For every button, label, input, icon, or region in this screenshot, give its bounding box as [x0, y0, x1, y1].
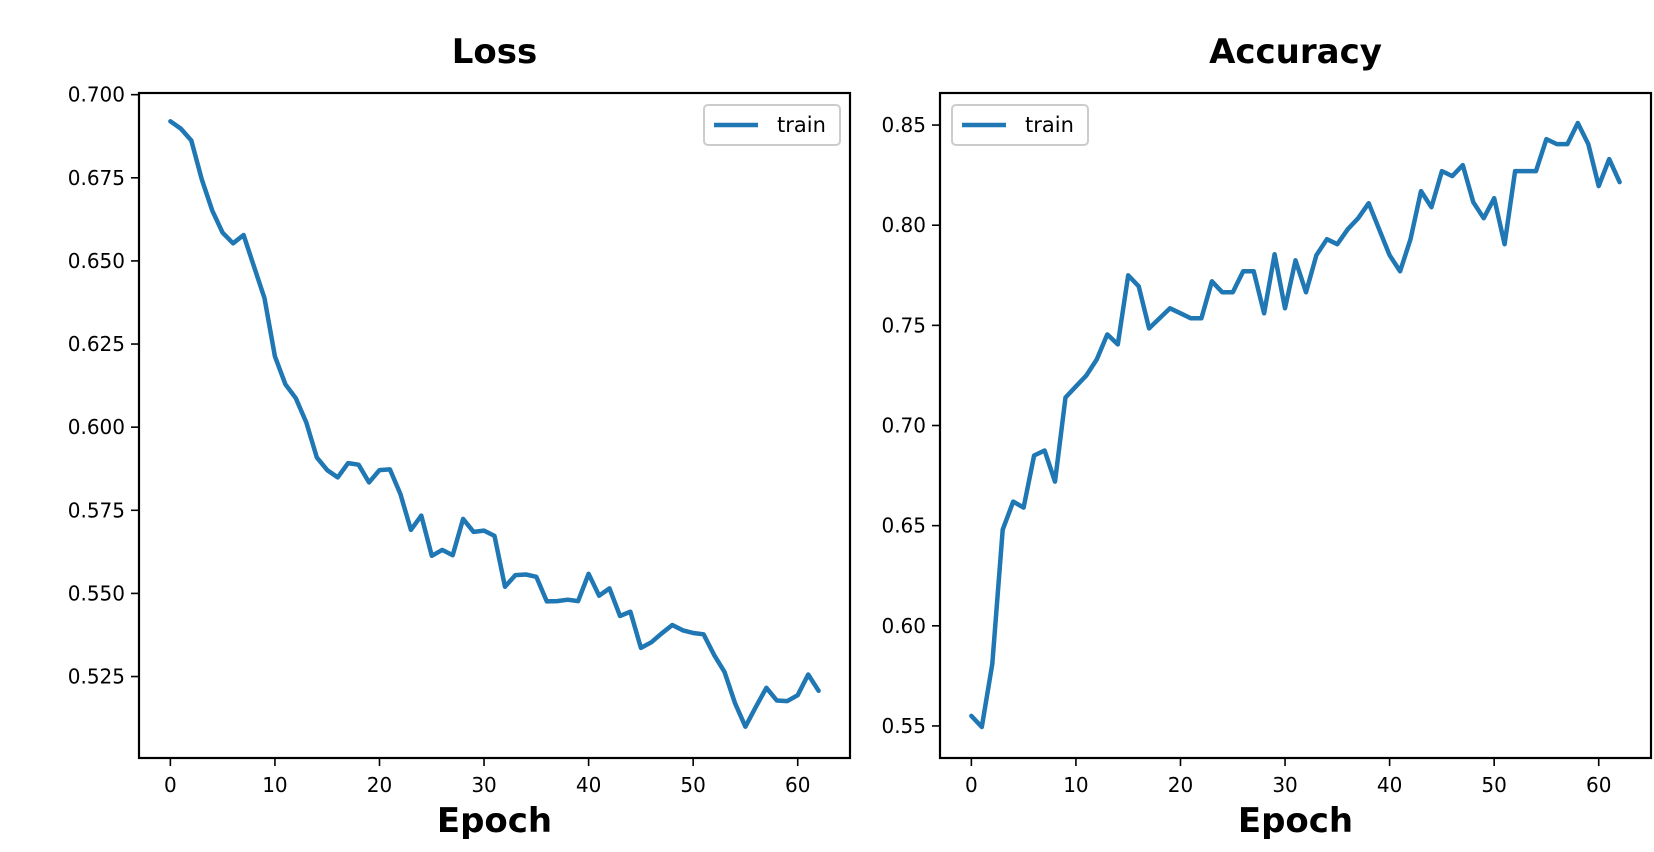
loss-series-line-train	[168, 119, 821, 729]
accuracy-x-tick-label: 0	[965, 773, 978, 797]
loss-y-tick-label: 0.525	[68, 665, 125, 689]
loss-legend: train	[703, 104, 841, 146]
accuracy-x-tick-label: 30	[1272, 773, 1297, 797]
loss-legend-box	[703, 104, 841, 146]
accuracy-y-tick-label: 0.85	[881, 113, 926, 137]
accuracy-y-tick-label: 0.75	[881, 313, 926, 337]
loss-x-tick-label: 50	[680, 773, 705, 797]
loss-y-tick-label: 0.700	[68, 83, 125, 107]
loss-legend-label: train	[777, 113, 826, 137]
accuracy-x-tick-label: 10	[1063, 773, 1088, 797]
accuracy-y-tick-label: 0.55	[881, 714, 926, 738]
accuracy-y-tick-label: 0.80	[881, 213, 926, 237]
loss-x-tick-label: 40	[576, 773, 601, 797]
loss-y-tick-label: 0.625	[68, 332, 125, 356]
loss-chart-title: Loss	[452, 32, 538, 72]
accuracy-x-tick-label: 40	[1377, 773, 1402, 797]
accuracy-y-tick-label: 0.60	[881, 614, 926, 638]
loss-x-axis-label: Epoch	[437, 801, 552, 841]
accuracy-x-tick-label: 60	[1586, 773, 1611, 797]
accuracy-x-tick-label: 20	[1168, 773, 1193, 797]
accuracy-x-tick-label: 50	[1481, 773, 1506, 797]
loss-y-tick-label: 0.650	[68, 249, 125, 273]
accuracy-y-tick-label: 0.65	[881, 514, 926, 538]
accuracy-legend: train	[951, 104, 1089, 146]
loss-x-tick-label: 0	[164, 773, 177, 797]
accuracy-y-tick-label: 0.70	[881, 414, 926, 438]
loss-y-tick-label: 0.575	[68, 498, 125, 522]
accuracy-legend-box	[951, 104, 1089, 146]
loss-x-tick-label: 20	[367, 773, 392, 797]
loss-x-tick-label: 60	[785, 773, 810, 797]
loss-y-tick-label: 0.600	[68, 415, 125, 439]
loss-y-tick-label: 0.550	[68, 581, 125, 605]
accuracy-plot-frame	[938, 91, 1653, 760]
loss-x-tick-label: 30	[471, 773, 496, 797]
loss-plot-frame	[137, 91, 852, 760]
loss-x-tick-label: 10	[262, 773, 287, 797]
accuracy-chart-title: Accuracy	[1209, 32, 1382, 72]
loss-chart: Loss 0 10 20 30 40 50 60 0.525 0.550 0.575 0.600 0.6…	[68, 32, 852, 841]
accuracy-chart: Accuracy 0 10 20 30 40 50 60 0.55 0.60 0.65 0.70 0.7…	[881, 32, 1653, 841]
loss-y-tick-label: 0.675	[68, 166, 125, 190]
accuracy-x-axis-label: Epoch	[1238, 801, 1353, 841]
accuracy-legend-label: train	[1025, 113, 1074, 137]
accuracy-series-line-train	[969, 120, 1622, 730]
